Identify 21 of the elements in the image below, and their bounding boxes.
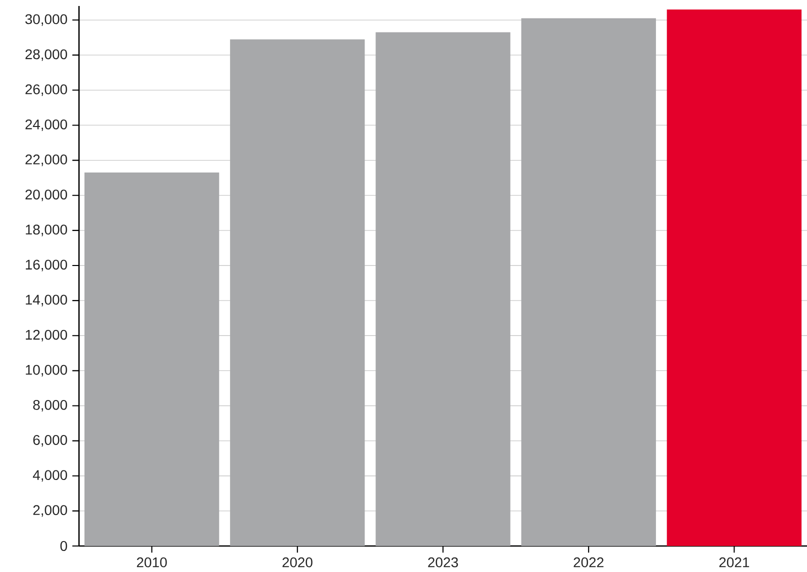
y-tick-label: 28,000 — [26, 49, 68, 61]
y-tick-label: 24,000 — [26, 119, 68, 132]
y-tick-label: 4,000 — [32, 470, 68, 482]
x-tick-label: 2010 — [136, 557, 167, 568]
y-tick-label: 2,000 — [33, 505, 68, 517]
y-tick-label: 8,000 — [33, 400, 68, 412]
x-tick-label: 2020 — [282, 557, 312, 568]
y-tick-label: 10,000 — [26, 364, 68, 376]
y-tick-label: 26,000 — [26, 84, 68, 96]
x-tick-label: 2021 — [719, 557, 750, 568]
y-tick-label: 6,000 — [33, 435, 68, 447]
y-tick-label: 18,000 — [26, 224, 68, 236]
y-tick-label: 22,000 — [26, 154, 68, 166]
y-tick-label: 14,000 — [26, 294, 68, 306]
y-tick-label: 12,000 — [26, 330, 68, 342]
y-tick-label: 20,000 — [26, 190, 68, 202]
x-tick-label: 2023 — [428, 557, 458, 568]
y-tick-label: 0 — [60, 541, 68, 551]
x-tick-label: 2022 — [574, 557, 604, 568]
y-tick-label: 30,000 — [25, 14, 68, 26]
y-tick-label: 16,000 — [26, 260, 68, 272]
